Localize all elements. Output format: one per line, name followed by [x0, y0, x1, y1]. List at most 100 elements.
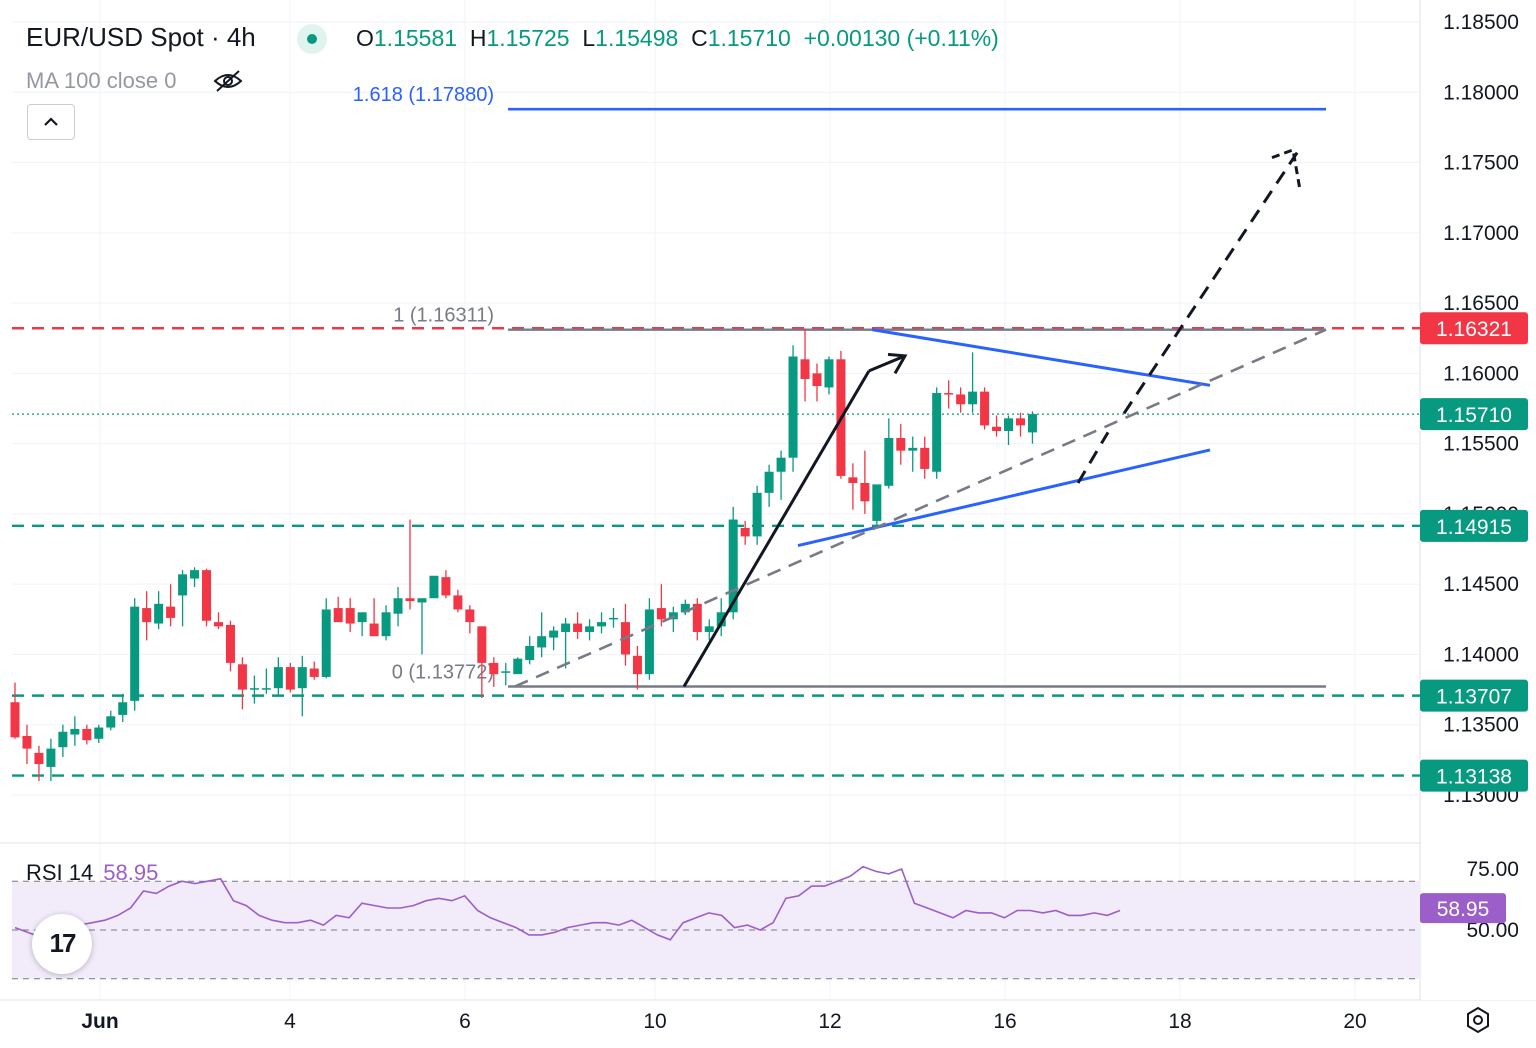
- time-tick-label: 10: [643, 1010, 666, 1033]
- price-tick-label: 1.16000: [1443, 362, 1519, 385]
- price-tick-label: 1.15500: [1443, 433, 1519, 456]
- candle-body: [130, 606, 140, 701]
- candle-body: [22, 735, 32, 749]
- rsi-badge: [1420, 893, 1506, 924]
- candle-body: [776, 457, 786, 472]
- high-value: 1.15725: [486, 25, 570, 51]
- symbol-title[interactable]: EUR/USD Spot · 4h: [26, 22, 256, 52]
- candle-body: [273, 667, 283, 689]
- price-tick-label: 1.13500: [1443, 714, 1519, 737]
- candle-body: [860, 482, 870, 502]
- candle-body: [764, 471, 774, 493]
- rsi-tick-label: 50.00: [1466, 919, 1519, 942]
- price-tick-label: 1.14000: [1443, 643, 1519, 666]
- candle-body: [118, 702, 128, 715]
- candle-body: [70, 728, 80, 735]
- candle-body: [417, 598, 427, 603]
- candle-body: [549, 630, 559, 638]
- triangle-upper-line: [871, 328, 1211, 387]
- level-badge-text: 1.13138: [1436, 766, 1512, 789]
- candle-body: [632, 655, 642, 675]
- candle-body: [992, 426, 1002, 431]
- candle-body: [920, 447, 930, 469]
- rsi-panel: [12, 865, 1420, 980]
- candle-body: [1027, 414, 1037, 433]
- candle-body: [237, 664, 247, 690]
- high-key: H: [469, 25, 487, 51]
- rsi-badge-text: 58.95: [1437, 898, 1490, 921]
- triangle-lower-line: [797, 448, 1211, 547]
- candle-body: [740, 527, 750, 537]
- candle-body: [525, 646, 535, 661]
- candle-body: [441, 577, 451, 596]
- eye-hidden-icon[interactable]: [212, 68, 244, 94]
- candle-body: [453, 595, 463, 610]
- price-tick-label: 1.18500: [1443, 11, 1519, 34]
- candle-body: [644, 609, 654, 675]
- impulse-arrow-line: [682, 370, 871, 688]
- projection-arrowhead: [1271, 147, 1302, 191]
- level-badge: [1420, 679, 1528, 712]
- time-tick-label: 18: [1168, 1010, 1191, 1033]
- candle-body: [10, 702, 20, 738]
- candle-body: [872, 484, 882, 521]
- candle-body: [225, 624, 235, 663]
- time-tick-label: 6: [459, 1010, 471, 1033]
- price-axis[interactable]: 1.18500 1.18000 1.17500 1.17000 1.16500 1.160…: [1420, 0, 1536, 1000]
- candle-body: [94, 727, 104, 739]
- candle-body: [249, 688, 259, 690]
- tradingview-logo-text: 17: [49, 928, 77, 958]
- grid: [12, 0, 1420, 1000]
- candle-body: [716, 612, 726, 627]
- candle-body: [465, 609, 475, 623]
- live-dot-inner: [307, 34, 317, 44]
- candle-body: [597, 622, 607, 627]
- candle-body: [585, 626, 595, 632]
- price-axis-bg: [1421, 0, 1536, 1000]
- trend-drawings: [514, 147, 1327, 688]
- rsi-value: 58.95: [103, 860, 159, 885]
- time-axis[interactable]: Jun 4 6 10 12 16 18 20: [81, 1010, 1366, 1033]
- candle-body: [680, 603, 690, 613]
- rsi-line: [14, 865, 1121, 941]
- fibonacci-levels: 0 (1.13772) 1 (1.16311) 1.618 (1.17880): [353, 84, 1326, 688]
- candle-body: [393, 598, 403, 614]
- candle-body: [333, 608, 343, 623]
- candle-body: [297, 667, 307, 689]
- candle-body: [34, 752, 44, 765]
- candle-body: [848, 477, 858, 483]
- tradingview-logo[interactable]: 17: [32, 914, 92, 974]
- level-badge-text: 1.14915: [1436, 516, 1512, 539]
- price-tick-label: 1.16500: [1443, 292, 1519, 315]
- price-tick-label: 1.17500: [1443, 152, 1519, 175]
- time-tick-label: 4: [284, 1010, 296, 1033]
- rsi-legend[interactable]: RSI 14 58.95: [26, 860, 158, 886]
- price-tick-label: 1.14500: [1443, 573, 1519, 596]
- candle-body: [692, 603, 702, 632]
- candlesticks: [10, 328, 1037, 781]
- fib-label-1: 1 (1.16311): [393, 305, 494, 327]
- candle-body: [381, 612, 391, 637]
- candle-body: [656, 608, 666, 620]
- chevron-up-icon: [44, 117, 58, 126]
- change-value: +0.00130 (+0.11%): [803, 25, 999, 51]
- level-badge-text: 1.13707: [1436, 686, 1512, 709]
- rsi-label: RSI 14: [26, 860, 94, 885]
- candle-body: [1015, 418, 1025, 426]
- candle-body: [980, 391, 990, 426]
- collapse-legend-button[interactable]: [27, 104, 75, 140]
- settings-icon[interactable]: [1463, 1005, 1493, 1035]
- candle-body: [573, 623, 583, 632]
- low-value: 1.15498: [595, 25, 679, 51]
- candle-body: [345, 608, 355, 624]
- candle-body: [369, 623, 379, 637]
- candle-body: [489, 662, 499, 675]
- ma-indicator-label[interactable]: MA 100 close 0: [26, 68, 177, 93]
- candle-body: [190, 570, 200, 579]
- candle-body: [537, 636, 547, 648]
- candle-body: [357, 612, 367, 623]
- candle-body: [321, 609, 331, 677]
- candle-body: [178, 574, 188, 596]
